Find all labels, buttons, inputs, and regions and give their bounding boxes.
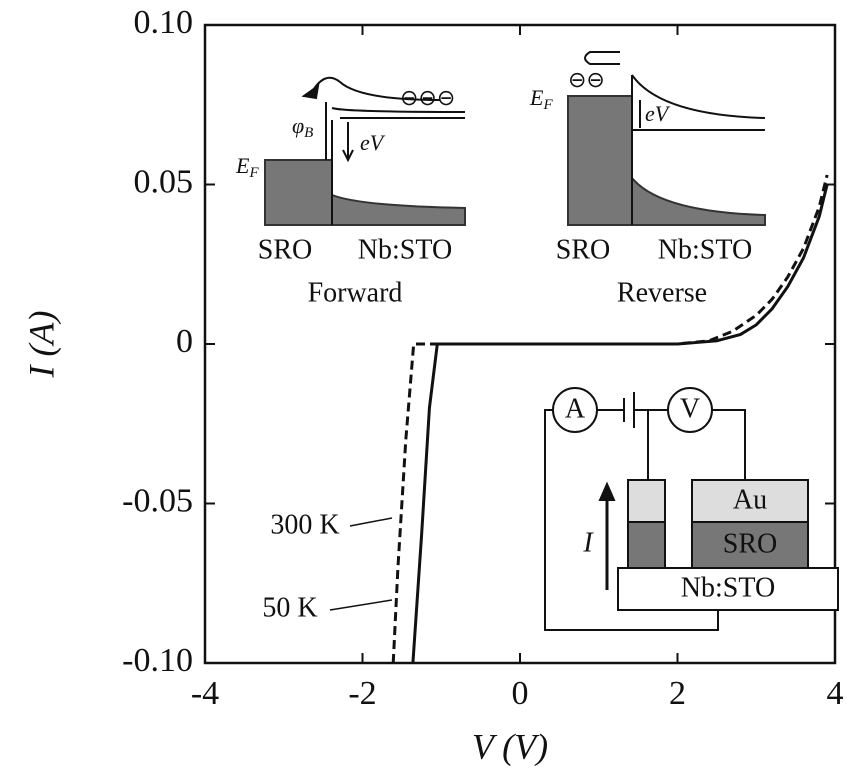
ef-label: EF: [529, 85, 553, 113]
chart: V (V) I (A) EF φB eV ⊖⊖⊖ SRO Nb:STO Forw…: [0, 0, 847, 778]
inset-caption: Reverse: [617, 277, 707, 308]
circuit-label: Nb:STO: [681, 572, 775, 603]
inset-label: Nb:STO: [658, 234, 752, 265]
x-tick-label: 0: [512, 675, 529, 712]
inset-caption: Forward: [308, 277, 403, 308]
ef-sub: F: [542, 97, 553, 113]
wire: [712, 410, 745, 480]
sro-band: [265, 160, 332, 225]
sro-band: [568, 96, 632, 225]
y-axis-label: I (A): [21, 311, 61, 379]
au-layer: [628, 480, 665, 522]
nbsto-band: [632, 178, 765, 225]
y-tick-label: 0: [176, 323, 193, 360]
leader-line: [350, 518, 392, 526]
circuit-label: A: [565, 393, 586, 424]
y-tick-label: 0.05: [134, 163, 194, 200]
circuit-label: Au: [733, 484, 767, 515]
phi-main: φ: [292, 113, 304, 138]
inset-label: SRO: [258, 234, 312, 265]
x-tick-label: 4: [827, 675, 844, 712]
x-tick-label: -2: [348, 675, 376, 712]
series-label: 300 K: [270, 509, 339, 540]
nbsto-band: [332, 195, 465, 225]
electrons: ⊖⊖: [568, 67, 605, 92]
phi-sub: B: [304, 125, 313, 141]
y-tick-label: -0.05: [122, 482, 193, 519]
arrow-head: [304, 86, 318, 98]
page: {"chart_data": {"type": "line", "xlabel"…: [0, 0, 847, 778]
phi-label: φB: [292, 113, 313, 141]
circuit-label: V: [680, 393, 700, 424]
ev-label: eV: [645, 101, 671, 126]
arrow-head: [600, 484, 614, 500]
ev-label: eV: [360, 130, 386, 155]
circuit-label: I: [582, 527, 594, 558]
y-tick-label: 0.10: [134, 4, 194, 41]
ef-main: E: [529, 85, 544, 110]
ef-label: EF: [235, 153, 259, 181]
inset-label: SRO: [556, 234, 610, 265]
leader-line: [330, 600, 392, 610]
y-tick-label: -0.10: [122, 642, 193, 679]
ef-main: E: [235, 153, 250, 178]
x-axis-label: V (V): [472, 726, 548, 766]
inset-label: Nb:STO: [358, 234, 452, 265]
circuit-label: SRO: [723, 528, 777, 559]
ef-sub: F: [248, 165, 259, 181]
series-label: 50 K: [262, 592, 317, 623]
electrons: ⊖⊖⊖: [400, 85, 455, 110]
electron-path: [585, 52, 620, 64]
x-tick-label: 2: [669, 675, 686, 712]
x-tick-label: -4: [191, 675, 219, 712]
sro-layer: [628, 522, 665, 568]
